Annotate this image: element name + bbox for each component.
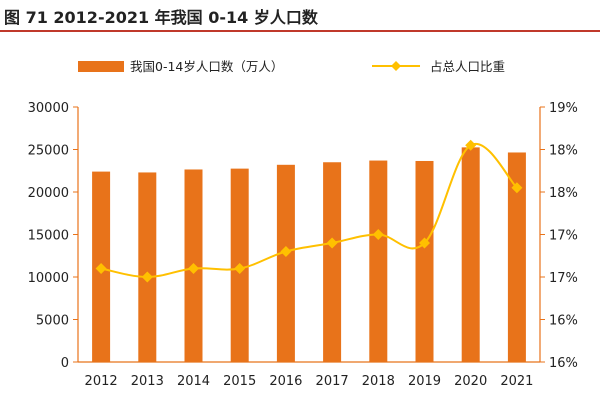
x-tick-label: 2019: [408, 374, 441, 389]
y-right-tick-label: 18%: [549, 186, 578, 201]
legend-bar-swatch: [78, 61, 124, 72]
x-tick-label: 2012: [85, 374, 118, 389]
bar: [323, 162, 342, 362]
line-point: [234, 263, 246, 274]
x-tick-labels: 2012 2013 2014 2015 2016 2017 2018 2019 2020 2021: [85, 374, 534, 389]
line-point: [188, 263, 199, 274]
bar: [369, 160, 388, 362]
axes: 0 5000 10000 15000 20000 25000 30000 16% 16% 17% 1…: [28, 101, 578, 371]
line-point: [419, 237, 430, 249]
bar-series: [92, 147, 526, 362]
y-left-tick-label: 5000: [36, 314, 69, 329]
line-point: [280, 246, 292, 257]
x-tick-label: 2017: [316, 374, 349, 389]
line-path: [100, 142, 518, 279]
legend-line-label: 占总人口比重: [430, 59, 505, 74]
y-left-tick-label: 15000: [28, 229, 69, 244]
x-tick-label: 2013: [131, 374, 164, 389]
y-right-tick-label: 18%: [549, 144, 578, 159]
bar: [507, 152, 526, 362]
x-tick-label: 2020: [454, 374, 487, 389]
y-left-tick-label: 30000: [28, 101, 69, 116]
line-point: [95, 263, 107, 274]
bar: [461, 147, 480, 362]
y-right-tick-label: 16%: [549, 356, 578, 371]
legend: 我国0-14岁人口数（万人） 占总人口比重: [78, 59, 505, 74]
x-tick-label: 2016: [269, 374, 302, 389]
x-tick-label: 2015: [223, 374, 256, 389]
line-series: [95, 139, 523, 283]
y-left-tick-label: 10000: [28, 271, 69, 286]
legend-bar-label: 我国0-14岁人口数（万人）: [130, 59, 283, 74]
y-left-tick-label: 0: [61, 356, 69, 371]
x-tick-label: 2021: [500, 374, 533, 389]
bar: [415, 160, 434, 362]
line-point: [372, 229, 384, 240]
line-point: [326, 237, 338, 249]
y-right-tick-label: 19%: [549, 101, 578, 116]
title-rule: [0, 30, 600, 32]
bar: [138, 172, 157, 362]
legend-line-marker: [391, 61, 401, 71]
y-right-tick-label: 17%: [549, 271, 578, 286]
line-point: [511, 182, 523, 194]
y-right-tick-label: 17%: [549, 229, 578, 244]
bar: [276, 164, 295, 362]
figure-title: 图 71 2012-2021 年我国 0-14 岁人口数: [4, 8, 318, 27]
y-right-tick-label: 16%: [549, 314, 578, 329]
y-left-tick-label: 20000: [28, 186, 69, 201]
x-tick-label: 2018: [362, 374, 395, 389]
y-left-tick-label: 25000: [28, 144, 69, 159]
x-tick-label: 2014: [177, 374, 210, 389]
line-point: [465, 139, 477, 151]
line-point: [141, 271, 153, 283]
